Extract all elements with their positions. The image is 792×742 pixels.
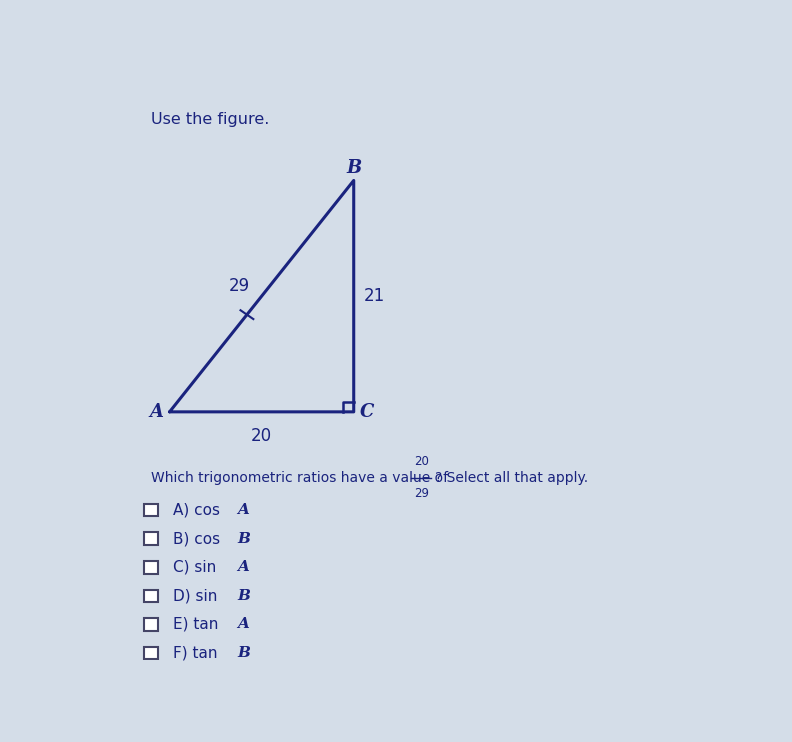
Text: ? Select all that apply.: ? Select all that apply.: [435, 470, 588, 485]
Text: F) tan: F) tan: [173, 646, 222, 660]
Text: 29: 29: [413, 487, 428, 499]
Text: B: B: [237, 646, 250, 660]
Text: A) cos: A) cos: [173, 502, 224, 518]
Text: B: B: [237, 589, 250, 603]
Text: Use the figure.: Use the figure.: [151, 112, 269, 127]
Text: A: A: [237, 503, 249, 517]
Text: Which trigonometric ratios have a value of: Which trigonometric ratios have a value …: [151, 470, 453, 485]
Text: B: B: [346, 159, 361, 177]
Text: B: B: [237, 532, 250, 545]
Bar: [144, 561, 158, 574]
Bar: [144, 618, 158, 631]
Bar: [144, 590, 158, 602]
Text: C: C: [360, 403, 375, 421]
Text: 21: 21: [364, 287, 386, 305]
Bar: [144, 533, 158, 545]
Text: A: A: [237, 617, 249, 631]
Text: D) sin: D) sin: [173, 588, 222, 603]
Text: A: A: [149, 403, 163, 421]
Text: E) tan: E) tan: [173, 617, 223, 632]
Bar: [144, 647, 158, 659]
Text: 29: 29: [228, 278, 249, 295]
Bar: [144, 504, 158, 516]
Text: 20: 20: [251, 427, 272, 445]
Text: 20: 20: [413, 456, 428, 468]
Text: B) cos: B) cos: [173, 531, 225, 546]
Text: C) sin: C) sin: [173, 559, 221, 575]
Text: A: A: [237, 560, 249, 574]
